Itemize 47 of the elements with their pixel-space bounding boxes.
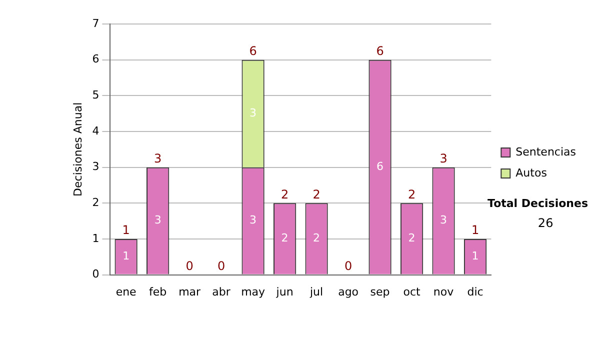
legend-label: Autos (516, 166, 548, 180)
x-tick-label: abr (212, 285, 231, 298)
x-tick-label: feb (149, 285, 167, 298)
total-label: 0 (217, 258, 226, 273)
y-tick-label: 6 (92, 52, 100, 66)
data-label: 2 (408, 232, 416, 245)
data-label: 3 (154, 214, 162, 227)
total-label: 2 (312, 187, 320, 202)
total-label: 3 (154, 151, 162, 166)
data-label: 3 (250, 214, 257, 227)
y-tick-label: 4 (92, 124, 100, 138)
x-tick-label: sep (370, 285, 390, 298)
x-tick-label: ago (338, 285, 359, 298)
x-tick-label: nov (433, 285, 454, 298)
data-label: 3 (250, 106, 257, 120)
data-label: 1 (472, 249, 479, 262)
data-label: 1 (122, 249, 130, 262)
total-label: 3 (440, 151, 448, 166)
y-axis-title: Decisiones Anual (71, 102, 84, 196)
total-label: 0 (344, 258, 352, 273)
legend-label: Sentencias (516, 145, 576, 158)
total-label: 6 (249, 44, 257, 58)
total-label: 2 (408, 187, 416, 202)
x-tick-label: dic (467, 285, 484, 298)
data-label: 2 (313, 232, 320, 245)
total-label: 2 (280, 187, 289, 202)
y-tick-label: 1 (92, 232, 100, 245)
y-tick-label: 7 (92, 16, 100, 30)
total-label: 1 (471, 223, 480, 238)
data-label: 2 (281, 232, 288, 245)
y-tick-label: 0 (92, 268, 100, 281)
x-tick-label: mar (178, 285, 202, 298)
total-label: 0 (186, 258, 194, 273)
x-tick-label: ene (116, 285, 137, 298)
data-label: 6 (376, 160, 384, 173)
x-tick-label: oct (403, 285, 422, 298)
total-label: 1 (122, 223, 130, 238)
x-tick-label: may (241, 285, 266, 298)
y-tick-label: 5 (92, 88, 100, 102)
total-label: 6 (376, 44, 384, 58)
text: 26 (538, 216, 554, 230)
y-tick-label: 2 (92, 196, 100, 209)
y-tick-label: 3 (92, 160, 100, 174)
x-tick-label: jun (275, 285, 294, 298)
annotation: Total Decisiones (488, 196, 588, 210)
x-tick-label: jul (309, 285, 324, 298)
data-label: 3 (440, 214, 448, 227)
